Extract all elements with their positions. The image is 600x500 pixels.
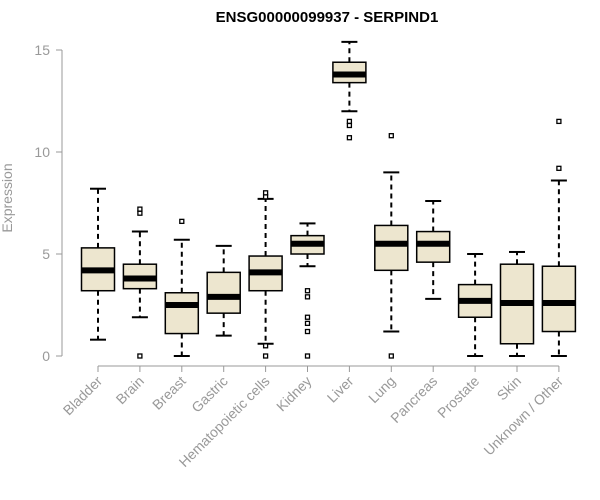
box-iqr: [374, 224, 409, 272]
y-tick-label: 0: [42, 348, 50, 364]
boxes: [80, 40, 577, 359]
box-iqr: [541, 265, 577, 333]
box-group: [541, 118, 577, 357]
x-tick-label: Unknown / Other: [480, 373, 566, 459]
box-group: [248, 190, 283, 359]
outlier-point: [346, 118, 353, 125]
outlier-point: [304, 328, 311, 335]
box-iqr: [415, 230, 451, 263]
y-ticks: 0 5 10 15: [34, 42, 62, 364]
outlier-point: [262, 190, 269, 196]
box-iqr: [206, 271, 241, 314]
box-iqr: [164, 292, 200, 335]
x-tick-label: Brain: [113, 373, 147, 407]
box-group: [415, 199, 451, 300]
outlier-point: [137, 206, 143, 212]
outlier-point: [262, 353, 269, 359]
box-group: [457, 253, 493, 357]
outlier-point: [388, 353, 394, 359]
outlier-point: [304, 353, 311, 359]
y-tick-label: 5: [42, 246, 50, 262]
outlier-point: [137, 210, 143, 216]
x-tick-label: Skin: [494, 373, 525, 404]
x-tick-label: Breast: [149, 373, 189, 413]
box-group: [164, 218, 200, 357]
outlier-point: [304, 320, 311, 327]
x-tick-label: Bladder: [60, 373, 106, 419]
chart-title: ENSG00000099937 - SERPIND1: [216, 9, 439, 26]
box-group: [80, 187, 116, 341]
box-group: [499, 250, 535, 357]
outlier-point: [262, 343, 269, 349]
outlier-point: [179, 218, 185, 225]
outlier-point: [304, 288, 311, 294]
outlier-point: [137, 353, 143, 359]
box-group: [122, 206, 158, 359]
y-axis-label: Expression: [0, 163, 15, 232]
box-group: [206, 244, 241, 337]
box-group: [290, 222, 325, 359]
box-group: [332, 40, 367, 141]
outlier-point: [262, 194, 269, 200]
x-tick-label: Prostate: [434, 373, 482, 421]
y-tick-label: 10: [34, 144, 50, 160]
outlier-point: [304, 294, 311, 300]
outlier-point: [556, 165, 562, 171]
outlier-point: [346, 122, 353, 129]
x-tick-label: Liver: [324, 373, 357, 406]
x-tick-label: Lung: [365, 373, 398, 406]
outlier-point: [388, 133, 394, 139]
x-tick-label: Pancreas: [387, 373, 440, 426]
outlier-point: [556, 118, 562, 125]
y-tick-label: 15: [34, 42, 50, 58]
box-group: [374, 133, 409, 359]
outlier-point: [304, 314, 311, 320]
outlier-point: [346, 135, 353, 141]
x-tick-label: Kidney: [273, 373, 315, 415]
